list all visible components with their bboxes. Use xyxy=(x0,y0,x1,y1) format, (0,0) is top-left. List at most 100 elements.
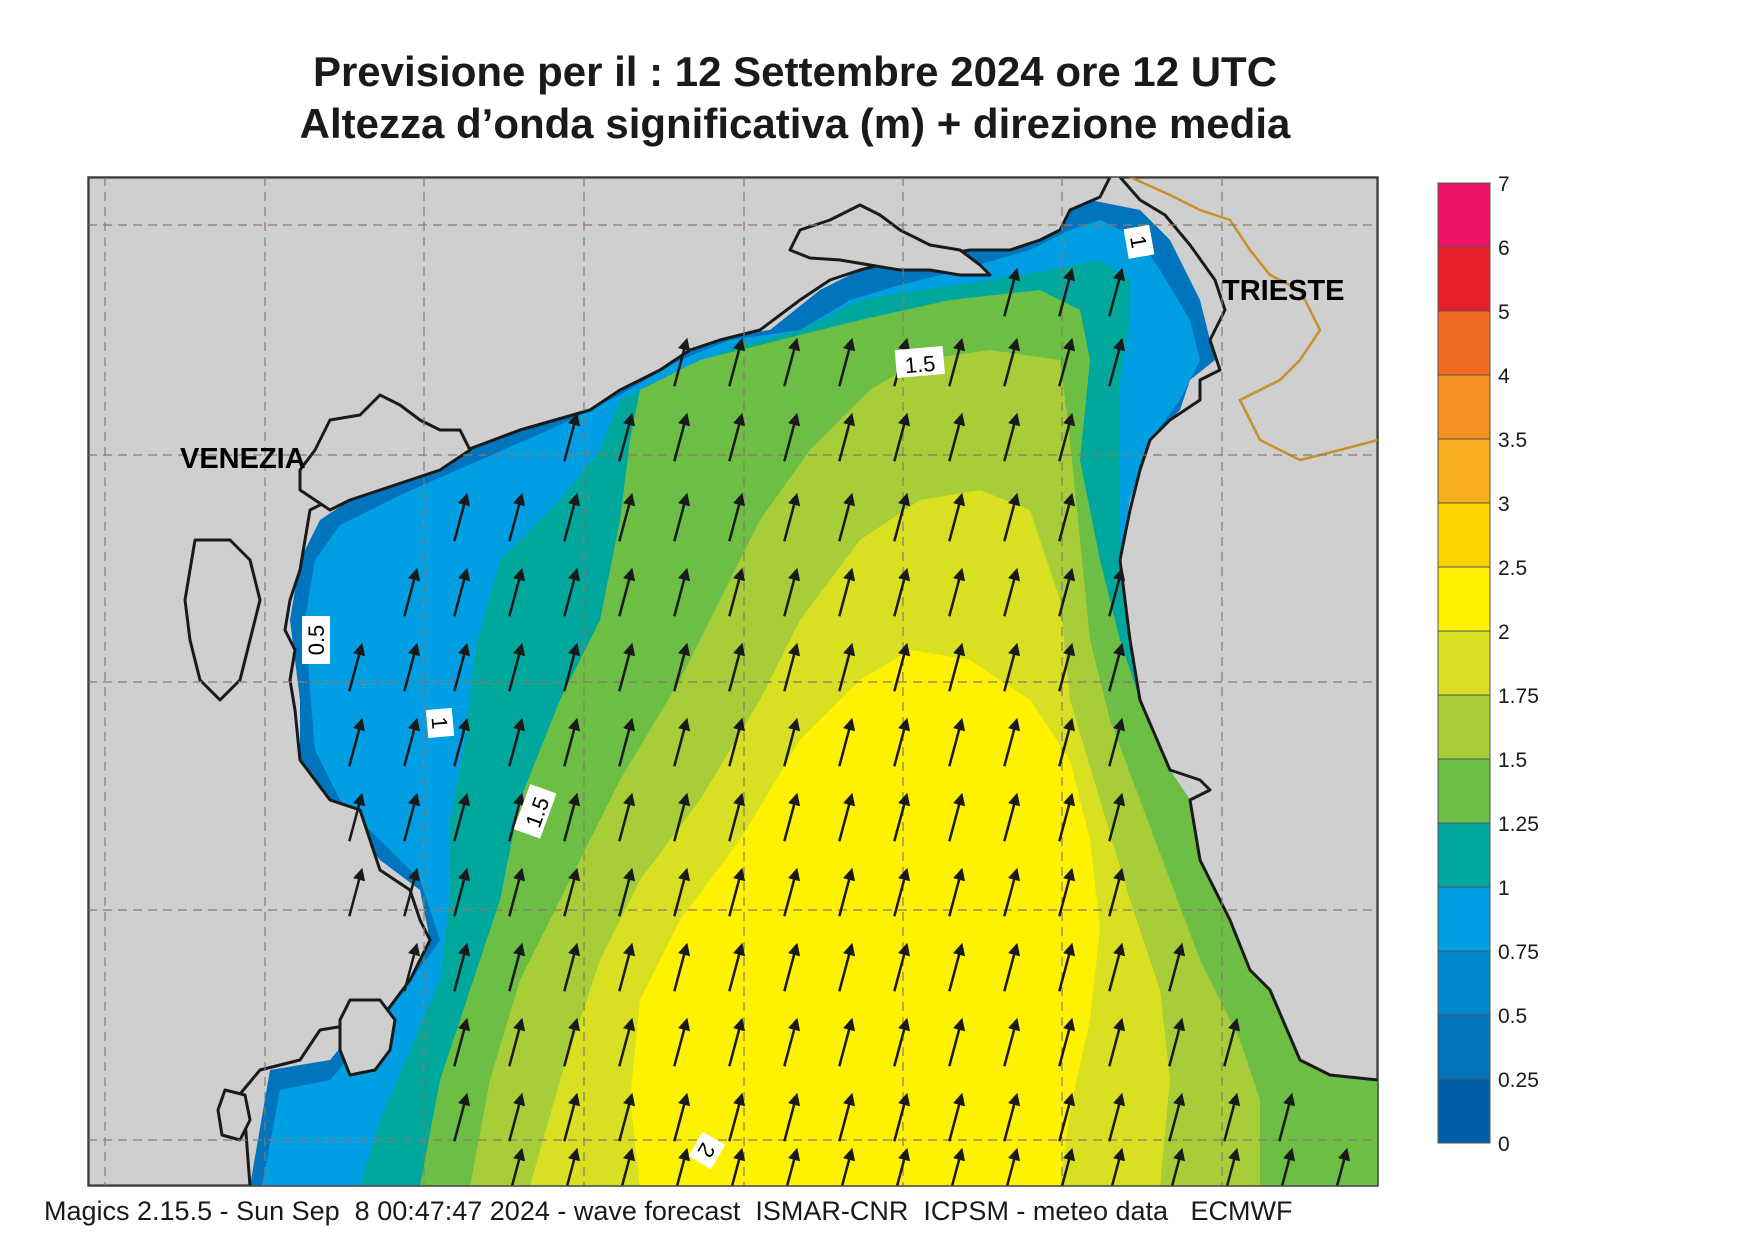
direction-arrow xyxy=(508,792,526,842)
legend-label: 0.5 xyxy=(1498,1005,1527,1028)
direction-arrow xyxy=(1170,1147,1186,1186)
direction-arrow xyxy=(948,792,966,842)
direction-arrow xyxy=(618,412,636,462)
direction-arrow xyxy=(563,867,581,917)
direction-arrow xyxy=(893,942,911,992)
direction-arrow xyxy=(1060,1147,1076,1186)
direction-arrow xyxy=(893,1092,911,1142)
direction-arrow xyxy=(948,1017,966,1067)
direction-arrow xyxy=(783,792,801,842)
direction-arrow xyxy=(403,567,421,617)
direction-arrow xyxy=(673,942,691,992)
direction-arrow xyxy=(348,642,366,692)
direction-arrow xyxy=(728,717,746,767)
title-line-2: Altezza d’onda significativa (m) + direz… xyxy=(299,100,1291,147)
direction-arrow xyxy=(1108,337,1126,387)
direction-arrow xyxy=(1280,1147,1296,1186)
direction-arrow xyxy=(893,412,911,462)
direction-arrow xyxy=(1005,1147,1021,1186)
direction-arrow xyxy=(1108,567,1126,617)
direction-arrow xyxy=(1225,1147,1241,1186)
direction-arrow xyxy=(673,412,691,462)
direction-arrow xyxy=(403,717,421,767)
direction-arrow xyxy=(1058,867,1076,917)
direction-arrow xyxy=(453,717,471,767)
border-line xyxy=(1129,177,1378,462)
direction-arrow xyxy=(728,412,746,462)
direction-arrow xyxy=(1278,1092,1296,1142)
direction-arrow xyxy=(838,492,856,542)
legend-colorbar: 7 6 5 4 3.5 3 2.5 2 1.75 1.5 1.25 1 0.75 0.5 0.25 0 xyxy=(1437,173,1539,1156)
direction-arrow xyxy=(1003,867,1021,917)
direction-arrow xyxy=(728,792,746,842)
direction-arrow xyxy=(948,567,966,617)
direction-arrow xyxy=(1168,1092,1186,1142)
direction-arrow xyxy=(563,492,581,542)
direction-arrow xyxy=(403,867,421,917)
title-line-1: Previsione per il : 12 Settembre 2024 or… xyxy=(312,48,1278,95)
direction-arrow xyxy=(510,1147,526,1186)
direction-arrow xyxy=(893,1017,911,1067)
direction-arrow xyxy=(673,337,691,387)
direction-arrow xyxy=(783,1017,801,1067)
legend-label: 4 xyxy=(1498,365,1510,388)
direction-arrow xyxy=(728,642,746,692)
direction-arrow xyxy=(1058,942,1076,992)
legend-label: 3.5 xyxy=(1498,429,1527,452)
direction-arrow xyxy=(1108,942,1126,992)
direction-arrow xyxy=(563,1017,581,1067)
legend-label: 6 xyxy=(1498,237,1510,260)
direction-arrow xyxy=(403,642,421,692)
legend-label: 3 xyxy=(1498,493,1510,516)
direction-arrow xyxy=(508,1017,526,1067)
direction-arrow xyxy=(785,1147,801,1186)
direction-arrow xyxy=(453,1017,471,1067)
direction-arrow xyxy=(838,942,856,992)
direction-arrow xyxy=(1058,1092,1076,1142)
direction-arrow xyxy=(1058,1017,1076,1067)
legend-swatch xyxy=(1437,630,1491,696)
direction-arrow xyxy=(893,567,911,617)
legend-label: 0.25 xyxy=(1498,1069,1539,1092)
legend-swatch xyxy=(1437,1014,1491,1080)
direction-arrow xyxy=(565,1147,581,1186)
contour-label-1a: 1 xyxy=(1125,234,1152,250)
direction-arrow xyxy=(1058,567,1076,617)
direction-arrow xyxy=(453,642,471,692)
legend-label: 0 xyxy=(1498,1133,1510,1156)
direction-arrow xyxy=(838,567,856,617)
direction-arrow xyxy=(783,642,801,692)
direction-arrow xyxy=(618,1017,636,1067)
legend-label: 1.25 xyxy=(1498,813,1539,836)
direction-arrow xyxy=(1168,942,1186,992)
direction-arrow xyxy=(563,412,581,462)
direction-arrow xyxy=(508,942,526,992)
direction-arrow xyxy=(673,1017,691,1067)
direction-arrow xyxy=(1108,642,1126,692)
direction-arrow xyxy=(453,1092,471,1142)
direction-arrow xyxy=(508,567,526,617)
direction-arrow xyxy=(893,717,911,767)
direction-arrow xyxy=(403,792,421,842)
direction-arrow xyxy=(620,1147,636,1186)
contour-labels: 1 1.5 0.5 1 1.5 2 xyxy=(302,224,1155,1170)
direction-arrow xyxy=(948,412,966,462)
contour-label-1b: 1 xyxy=(427,716,453,730)
direction-arrow xyxy=(838,867,856,917)
island-4 xyxy=(338,998,397,1077)
direction-arrow xyxy=(838,792,856,842)
legend-swatch xyxy=(1437,886,1491,952)
direction-arrow xyxy=(893,792,911,842)
direction-arrow xyxy=(1058,492,1076,542)
direction-arrow xyxy=(783,717,801,767)
direction-arrow xyxy=(730,1147,746,1186)
direction-arrow xyxy=(453,792,471,842)
direction-arrow xyxy=(838,1092,856,1142)
direction-arrow xyxy=(673,642,691,692)
legend-swatch xyxy=(1437,694,1491,760)
direction-arrow xyxy=(1108,792,1126,842)
legend-label: 7 xyxy=(1498,173,1510,196)
direction-arrow xyxy=(673,567,691,617)
legend-swatch xyxy=(1437,1078,1491,1144)
